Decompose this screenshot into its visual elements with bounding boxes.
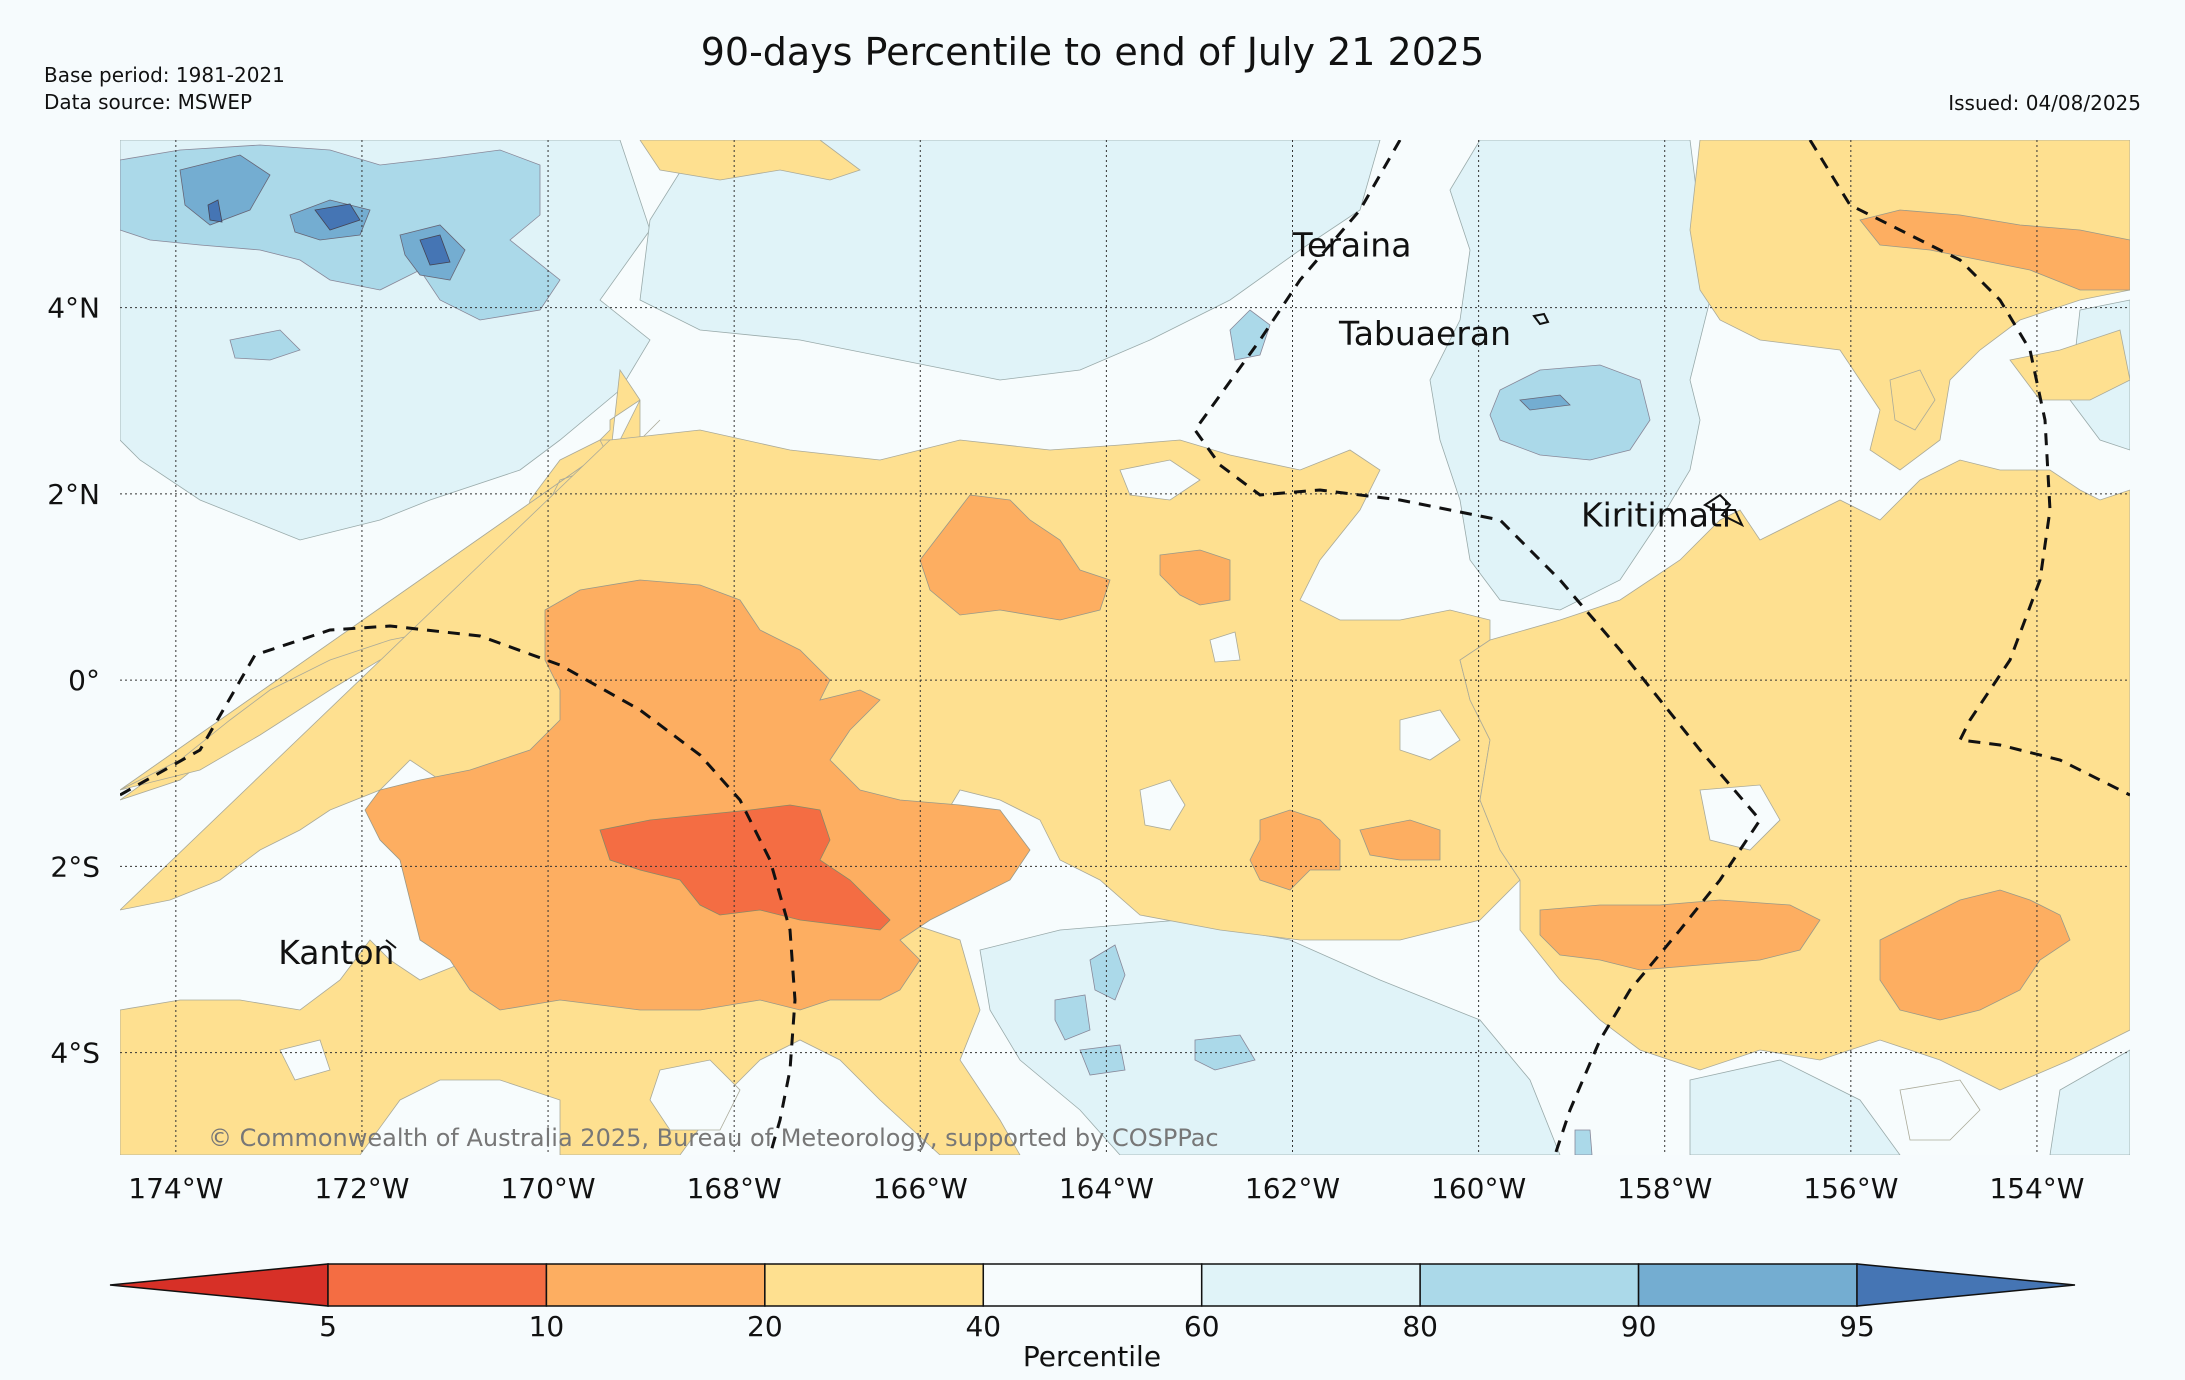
lon-tick-label: 174°W [128,1172,223,1205]
island-outlines [385,312,1745,949]
kanton-island [385,939,397,949]
colorbar-tick: 90 [1621,1310,1657,1343]
lon-tick-label: 158°W [1617,1172,1712,1205]
lon-tick-label: 156°W [1803,1172,1898,1205]
colorbar-segment-p40_60 [982,1263,1203,1307]
colorbar-segment-p80_90 [1419,1263,1640,1307]
lat-tick-label: 4°S [50,1037,100,1070]
place-label-teraina: Teraina [1292,225,1412,264]
base-period-label: Base period: 1981-2021 [44,63,285,87]
page-title: 90-days Percentile to end of July 21 202… [700,30,1485,74]
place-label-kiritimati: Kiritimati [1581,495,1731,534]
issued-date-label: Issued: 04/08/2025 [1948,91,2141,115]
map-metadata: Base period: 1981-2021 Data source: MSWE… [44,62,285,116]
colorbar-tick: 95 [1839,1310,1875,1343]
lat-tick-label: 0° [68,664,100,697]
colorbar-segments [109,1263,2076,1307]
map-area [120,140,2130,1155]
colorbar-tick: 10 [529,1310,565,1343]
colorbar-tick: 40 [965,1310,1001,1343]
lon-tick-label: 160°W [1431,1172,1526,1205]
colorbar-extend-low [109,1263,329,1307]
colorbar-tick: 5 [319,1310,337,1343]
lon-tick-label: 166°W [873,1172,968,1205]
colorbar-extend-high [1856,1263,2076,1307]
colorbar-tick: 60 [1184,1310,1220,1343]
lat-tick-label: 2°S [50,850,100,883]
place-labels: Teraina Tabuaeran Kiritimati Kanton [278,225,1731,972]
colorbar-tick: 20 [747,1310,783,1343]
colorbar-tick: 80 [1402,1310,1438,1343]
graticule [120,140,2130,1155]
copyright-notice: © Commonwealth of Australia 2025, Bureau… [208,1124,1219,1152]
lat-tick-label: 2°N [47,478,100,511]
colorbar-tick-labels: 5 10 20 40 60 80 90 95 [319,1310,1875,1343]
field-holes [279,459,1981,1141]
lon-tick-label: 162°W [1245,1172,1340,1205]
colorbar-segment-p20_40 [764,1263,985,1307]
lon-tick-label: 168°W [687,1172,782,1205]
tabuaeran-island [1532,312,1550,326]
lon-tick-label: 172°W [314,1172,409,1205]
colorbar-segment-p5_10 [327,1263,548,1307]
colorbar-segment-p60_80 [1200,1263,1421,1307]
lat-tick-label: 4°N [47,292,100,325]
field-gt95 [207,199,451,266]
place-label-kanton: Kanton [278,933,394,972]
field-5-10 [599,804,891,931]
place-label-tabuaeran: Tabuaeran [1338,314,1511,353]
lon-tick-label: 154°W [1989,1172,2084,1205]
colorbar-label: Percentile [1023,1340,1161,1373]
kiritimati-island [1703,493,1745,528]
eez-boundaries [120,140,2130,1155]
latitude-labels: 4°N 2°N 0° 2°S 4°S [47,292,100,1070]
longitude-labels: 174°W 172°W 170°W 168°W 166°W 164°W 162°W 160°W… [128,1172,2084,1205]
lon-tick-label: 164°W [1059,1172,1154,1205]
colorbar-segment-p90_95 [1637,1263,1858,1307]
lon-tick-label: 170°W [500,1172,595,1205]
colorbar-segment-p10_20 [545,1263,766,1307]
data-source-label: Data source: MSWEP [44,90,253,114]
